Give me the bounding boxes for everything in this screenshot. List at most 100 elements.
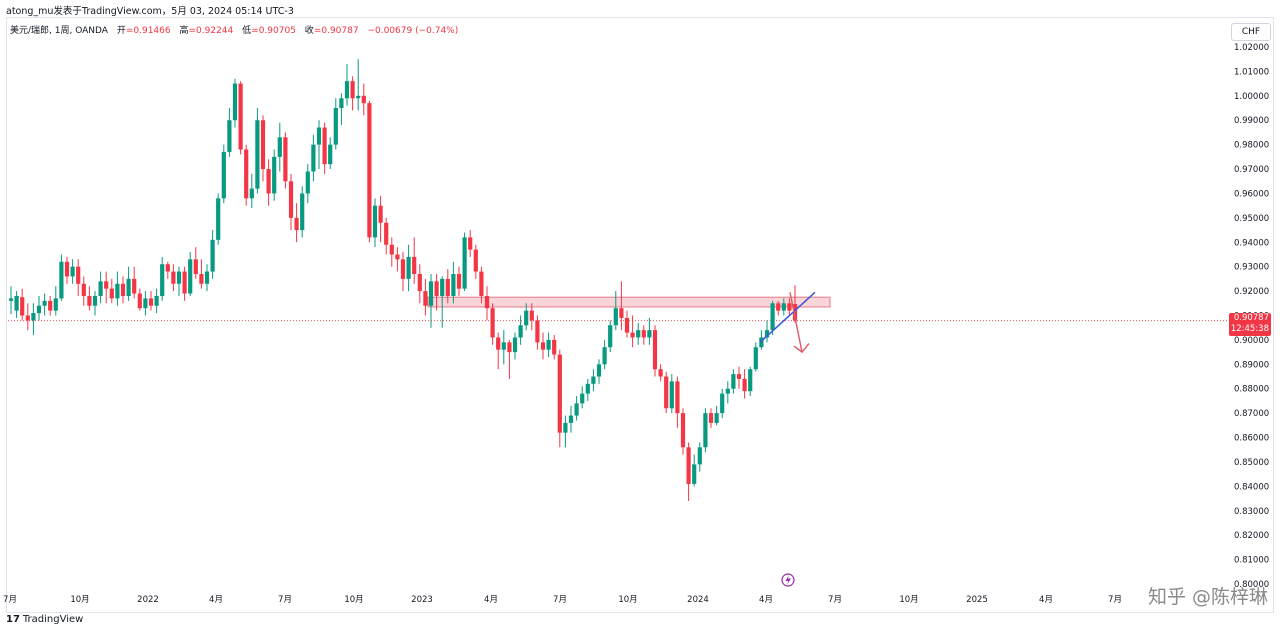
time-tick-label: 10月 [344, 595, 363, 605]
price-tick-label: 0.92000 [1234, 287, 1269, 297]
candle [143, 291, 148, 316]
price-tick-label: 0.97000 [1234, 165, 1269, 175]
bar-countdown: 12:45:38 [1230, 324, 1269, 334]
candle [512, 332, 518, 360]
candle [636, 322, 641, 345]
candle [232, 78, 238, 128]
trendline [759, 291, 816, 343]
candle [400, 252, 406, 292]
candle [210, 230, 215, 279]
candle [787, 298, 792, 316]
candle [484, 286, 490, 321]
candle [339, 93, 344, 126]
price-tick-label: 1.02000 [1234, 43, 1269, 53]
candle [535, 315, 540, 350]
candle [753, 342, 758, 372]
candle [255, 108, 260, 194]
candle [344, 64, 350, 106]
price-tick-label: 1.01000 [1234, 67, 1269, 77]
high-label: 高 [179, 26, 189, 36]
candle [440, 276, 445, 328]
candle [496, 332, 501, 370]
tradingview-logo-icon: 17 [6, 614, 20, 625]
candle [333, 98, 338, 150]
time-tick-label: 10月 [70, 595, 89, 605]
candle [524, 303, 529, 331]
open-label: 开 [116, 26, 126, 36]
candle [70, 259, 75, 284]
candle [451, 261, 456, 304]
candle [781, 298, 786, 316]
publish-line: atong_mu发表于TradingView.com，5月 03, 2024 0… [6, 6, 294, 17]
chart-frame [6, 17, 1274, 613]
candle [126, 266, 131, 301]
candle [372, 198, 378, 248]
candle [238, 81, 243, 155]
time-tick-label: 2024 [687, 595, 709, 605]
candle [20, 288, 25, 321]
candle [266, 159, 271, 206]
candle [160, 256, 165, 301]
candle [199, 259, 204, 289]
high-value: =0.92244 [188, 26, 234, 36]
currency-button[interactable]: CHF [1231, 23, 1271, 41]
candle [53, 286, 58, 316]
candle [529, 303, 534, 331]
price-tick-label: 0.94000 [1234, 238, 1269, 248]
price-tick-label: 0.95000 [1234, 214, 1269, 224]
candle [316, 120, 322, 170]
close-value: =0.90787 [313, 26, 359, 36]
candle [98, 271, 103, 304]
open-value: =0.91466 [125, 26, 171, 36]
change-value: −0.00679 (−0.74%) [367, 26, 459, 36]
candle [759, 330, 764, 350]
candle [328, 137, 333, 170]
price-tick-label: 0.89000 [1234, 360, 1269, 370]
watermark: 知乎 @陈梓琳 [1148, 586, 1269, 608]
candle [8, 286, 14, 315]
price-tick-label: 0.87000 [1234, 409, 1269, 419]
candle [456, 266, 462, 296]
time-axis: 7月 10月 2022 4月 7月 10月 2023 4月 7月 10月 2024 4月 7月 10月 20… [3, 595, 1122, 605]
candle [630, 315, 635, 348]
candle [204, 264, 210, 292]
tradingview-footer[interactable]: 17 TradingView [6, 614, 83, 625]
candle [697, 442, 702, 472]
time-tick-label: 2023 [411, 595, 433, 605]
candle [473, 244, 478, 279]
candle [417, 264, 422, 304]
time-tick-label: 4月 [1039, 595, 1053, 605]
time-tick-label: 7月 [278, 595, 292, 605]
flash-event-icon[interactable] [781, 573, 795, 587]
candle [272, 149, 277, 201]
candle [249, 173, 254, 209]
candle [188, 252, 193, 296]
low-label: 低 [242, 26, 252, 36]
candle [412, 237, 417, 284]
candle [137, 288, 142, 311]
time-tick-label: 10月 [618, 595, 637, 605]
candle [92, 291, 98, 316]
candle [378, 195, 383, 243]
time-tick-label: 7月 [828, 595, 842, 605]
candle [322, 122, 327, 174]
price-tick-label: 0.85000 [1234, 458, 1269, 468]
candle [725, 381, 730, 404]
candle [641, 325, 646, 345]
price-tick-label: 0.81000 [1234, 556, 1269, 566]
price-tick-label: 0.90000 [1234, 336, 1269, 346]
price-tick-label: 0.80000 [1234, 580, 1269, 590]
symbol-label[interactable]: 美元/瑞郎, 1周, OANDA [10, 26, 108, 36]
candle [692, 454, 697, 487]
candle [59, 254, 64, 301]
candle [109, 278, 114, 304]
candle [31, 303, 36, 336]
candle [686, 442, 691, 502]
candle [260, 115, 266, 182]
candle [624, 310, 630, 338]
candle [764, 320, 770, 343]
candle [619, 281, 624, 331]
candle [664, 371, 669, 414]
candle [300, 186, 305, 238]
